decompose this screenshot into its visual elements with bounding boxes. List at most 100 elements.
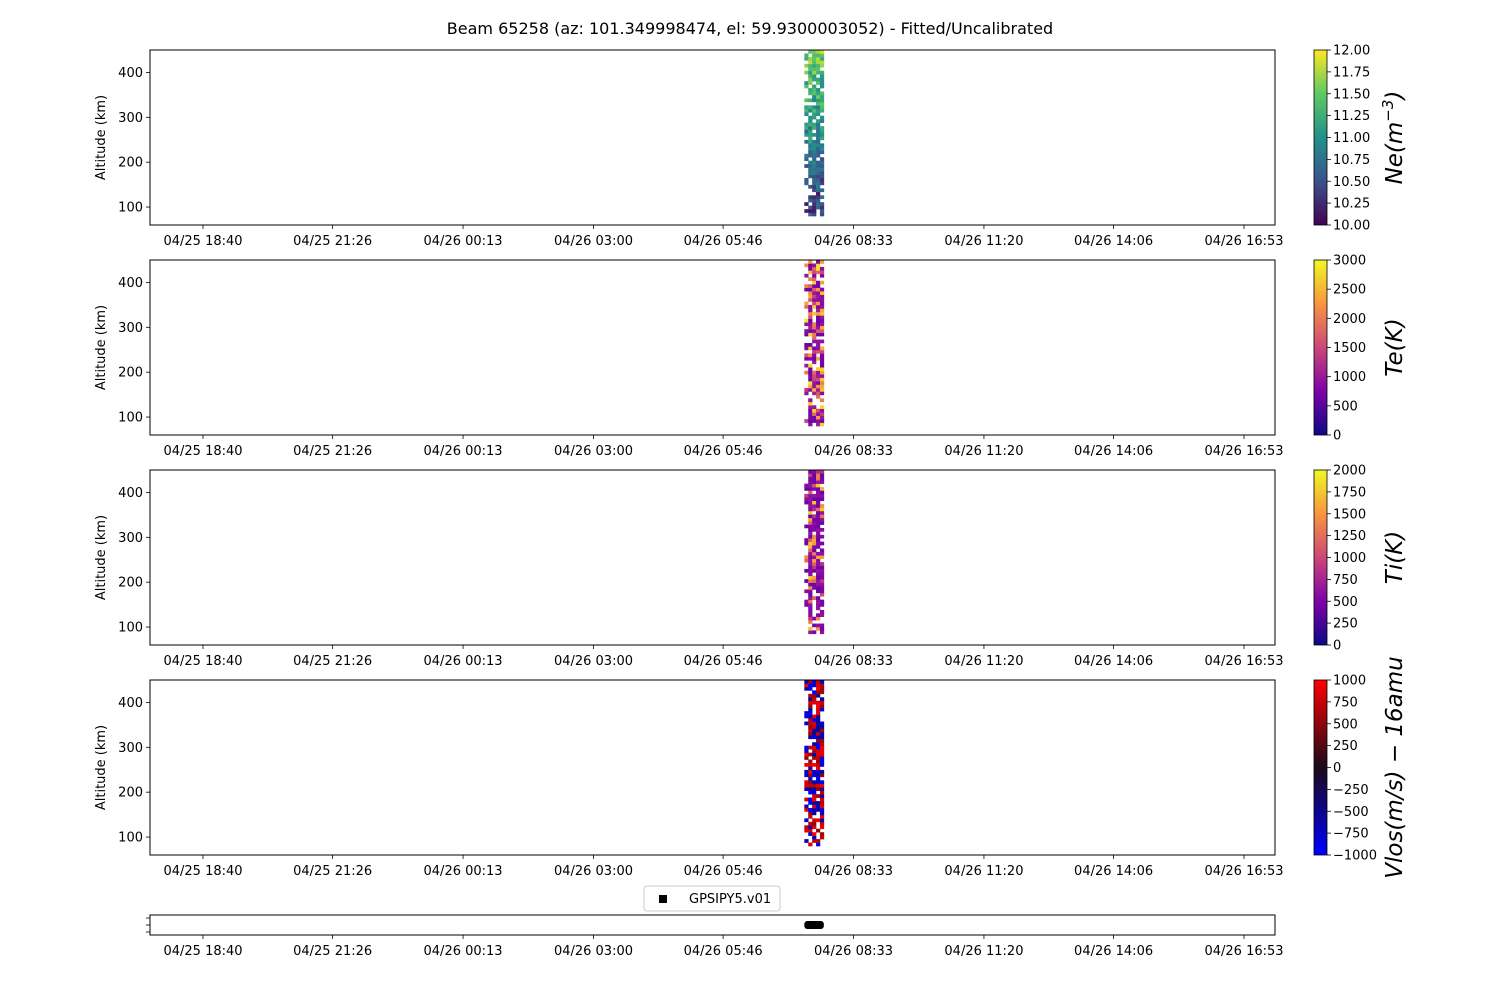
vlos-cell [819, 818, 825, 823]
ne-cell [808, 129, 813, 134]
vlos-cell [816, 766, 821, 771]
ne-cell [804, 98, 809, 103]
te-cell [808, 311, 813, 316]
te-cell [816, 387, 821, 392]
vlos-cell [804, 818, 809, 823]
ne-cell [812, 143, 817, 148]
ti-colorbar [1313, 469, 1328, 646]
ne-cell [819, 136, 825, 141]
te-cell [808, 308, 813, 313]
te-cell [812, 336, 817, 340]
ti-cell [812, 538, 817, 542]
ti-cell [812, 568, 817, 573]
ti-cell [812, 582, 817, 587]
ne-cell [812, 56, 817, 61]
ne-cell [808, 105, 813, 110]
ne-cell [804, 129, 809, 134]
vlos-cell [808, 731, 813, 736]
te-cell [808, 291, 813, 295]
vlos-cell [808, 787, 813, 791]
vlos-colorbar-tick-label: 500 [1333, 717, 1358, 732]
vlos-cell [816, 683, 821, 688]
ne-cell [816, 88, 821, 92]
ti-cell [816, 616, 821, 621]
te-cell [804, 329, 809, 333]
ti-cell [808, 490, 813, 495]
te-cell [819, 308, 825, 313]
te-cell [819, 370, 825, 375]
vlos-cell [812, 787, 817, 791]
te-xtick-label: 04/26 00:13 [424, 444, 503, 459]
ti-cell [808, 470, 813, 474]
vlos-cell [816, 794, 821, 798]
te-cell [812, 415, 817, 420]
vlos-cell [804, 769, 809, 774]
ne-cell [812, 157, 817, 161]
ti-cell [819, 493, 825, 498]
vlos-cell [812, 835, 817, 840]
vlos-cell [819, 680, 825, 684]
vlos-cell [808, 783, 813, 788]
ne-cell [812, 84, 817, 89]
ti-cell [808, 551, 813, 556]
te-colorbar-tick-label: 3000 [1333, 254, 1366, 269]
te-cell [819, 415, 825, 420]
ne-cell [819, 188, 825, 193]
ti-cell [804, 493, 809, 498]
te-colorbar-tick-label: 1000 [1333, 370, 1366, 385]
ne-cell [808, 198, 813, 203]
vlos-cell [812, 728, 817, 733]
te-cell [808, 353, 813, 358]
ti-cell [816, 510, 821, 515]
vlos-cell [816, 839, 821, 843]
te-cell [804, 391, 809, 396]
vlos-cell [819, 735, 825, 740]
vlos-cell [808, 697, 813, 702]
vlos-cell [804, 804, 809, 809]
vlos-colorbar-tick-label: −500 [1333, 805, 1369, 820]
ti-cell [808, 541, 813, 546]
ti-cell [816, 483, 821, 488]
ti-cell [808, 538, 813, 542]
te-cell [808, 356, 813, 361]
te-cell [816, 318, 821, 323]
te-ytick-label: 100 [118, 411, 143, 426]
ti-cell [816, 626, 821, 631]
ti-cell [816, 534, 821, 539]
ne-cell [816, 164, 821, 168]
mode-xtick-label: 04/26 14:06 [1074, 944, 1153, 959]
ti-cell [808, 497, 813, 502]
ti-ytick-label: 300 [118, 531, 143, 546]
vlos-cell [812, 811, 817, 816]
ne-cell [812, 126, 817, 130]
te-cell [812, 294, 817, 299]
vlos-cell [819, 763, 825, 767]
vlos-cell [808, 821, 813, 826]
vlos-cell [816, 787, 821, 791]
ti-cell [819, 551, 825, 556]
vlos-cell [816, 724, 821, 729]
te-cell [819, 322, 825, 327]
vlos-cell [804, 763, 809, 767]
ne-cell [816, 136, 821, 141]
ne-cell [812, 181, 817, 186]
ti-colorbar-tick-label: 250 [1333, 617, 1358, 632]
vlos-cell [819, 797, 825, 802]
ti-cell [808, 606, 813, 611]
ti-cell [812, 470, 817, 474]
ti-cell [819, 603, 825, 607]
ti-cell [819, 589, 825, 594]
vlos-cell [816, 745, 821, 750]
te-cell [804, 301, 809, 306]
ne-cell [812, 88, 817, 92]
vlos-cell [816, 807, 821, 812]
te-cell [819, 384, 825, 389]
ne-cell [808, 70, 813, 75]
ne-cell [816, 98, 821, 103]
ti-cell [808, 586, 813, 590]
vlos-cell [816, 721, 821, 726]
ne-cell [816, 188, 821, 193]
vlos-cell [808, 797, 813, 802]
te-cell [812, 287, 817, 292]
